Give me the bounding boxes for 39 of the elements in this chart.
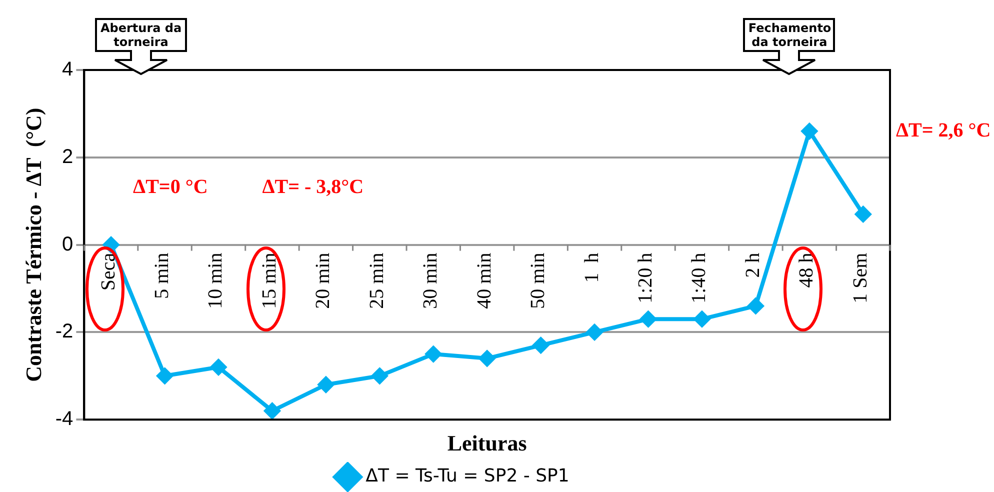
annotation: ΔT=0 °C (133, 176, 208, 198)
x-tick-label: 20 min (312, 252, 334, 309)
legend-label: ΔT = Ts-Tu = SP2 - SP1 (366, 466, 570, 487)
point (586, 324, 603, 340)
x-tick-label: 25 min (366, 252, 388, 309)
y-tick-label: 4 (62, 58, 74, 81)
y-tick-label: -4 (55, 408, 74, 430)
point (694, 311, 710, 328)
point (318, 376, 334, 393)
x-tick-label: 40 min (473, 252, 496, 309)
y-tick-label: 2 (62, 146, 74, 168)
point (532, 337, 549, 354)
x-tick-label: 50 min (527, 252, 550, 309)
x-tick-label: 1 h (580, 252, 603, 283)
x-tick-label: 10 min (204, 252, 227, 309)
point (156, 368, 173, 384)
x-tick-label: 30 min (420, 252, 442, 309)
point (372, 368, 388, 384)
point (748, 298, 764, 314)
point (425, 346, 442, 362)
x-tick-label: 15 min (258, 252, 280, 309)
y-axis-title: Contraste Térmico - ΔT (°C) (20, 108, 46, 382)
y-tick-label: -2 (55, 320, 74, 343)
point (210, 359, 226, 376)
x-tick-label: 5 min (151, 252, 174, 299)
point (801, 123, 818, 140)
x-axis-title: Leituras (447, 430, 528, 456)
point (264, 402, 280, 419)
x-tick-label: 1:20 h (634, 252, 657, 304)
x-tick-label: Seca (97, 252, 120, 291)
text: ΔT= 2,6 °C (896, 119, 991, 142)
x-tick-label: 1 Sem (849, 252, 872, 304)
x-tick-label: 1:40 h (688, 252, 710, 304)
annotation: ΔT= - 3,8°C (262, 176, 364, 198)
x-tick-label: 2 h (742, 252, 764, 278)
y-tick-label: 0 (62, 233, 74, 256)
point (479, 350, 496, 366)
point (640, 311, 656, 328)
point (855, 206, 872, 222)
